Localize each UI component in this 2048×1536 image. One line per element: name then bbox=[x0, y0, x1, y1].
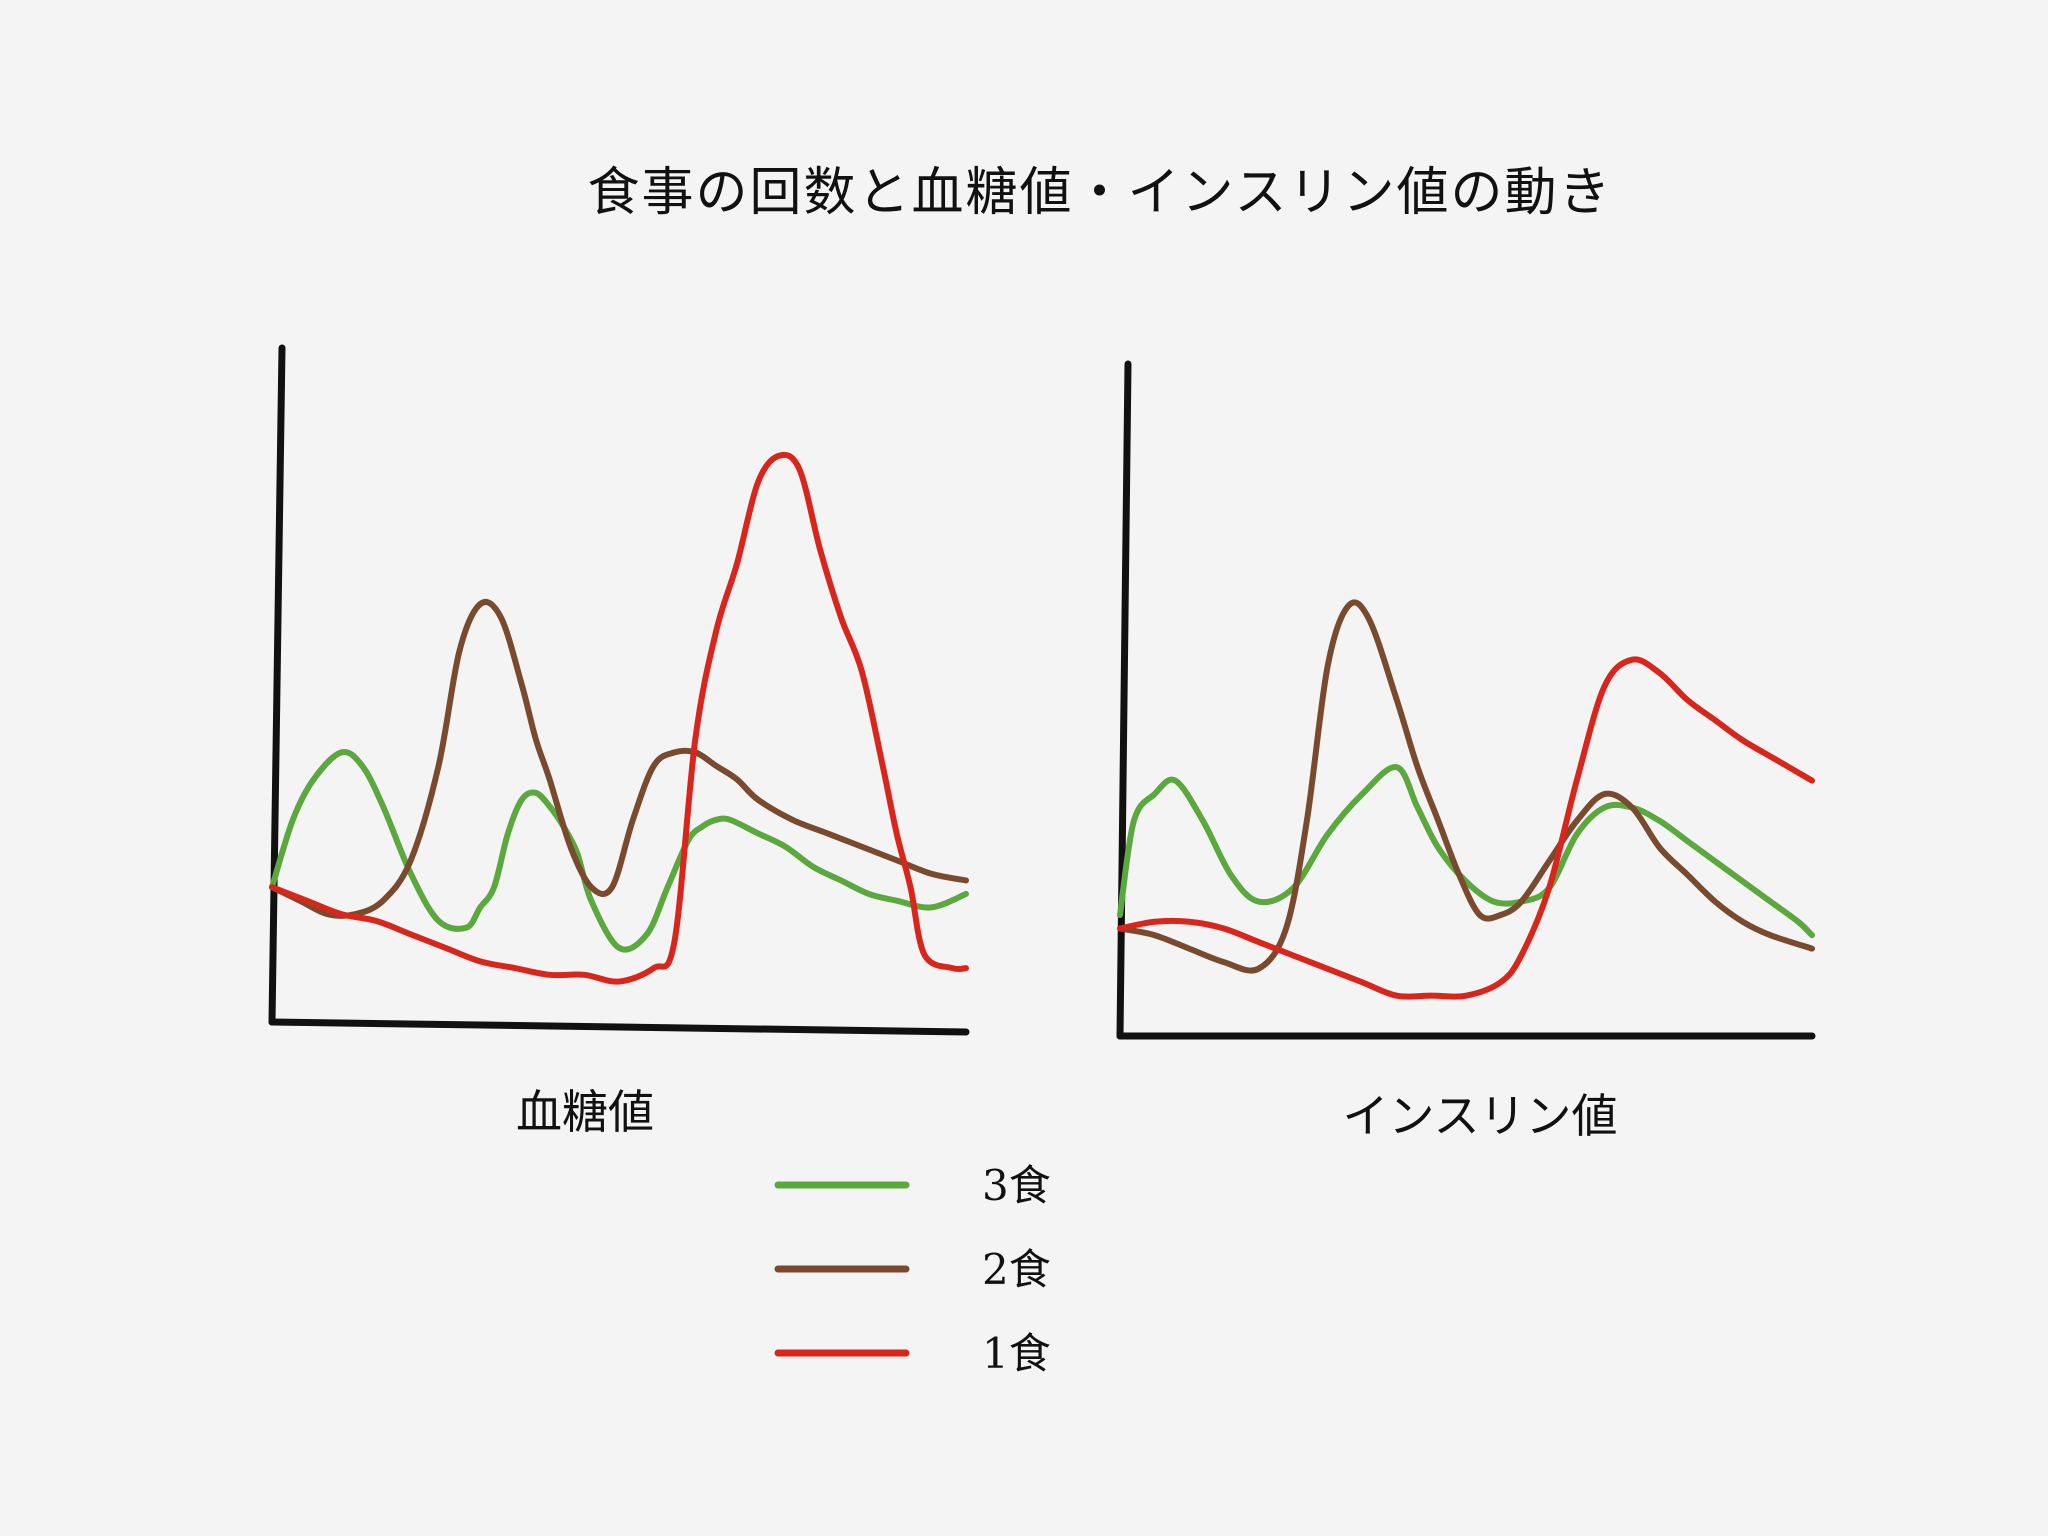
legend-label-3食: 3食 bbox=[982, 1161, 1051, 1210]
x-axis-label: 血糖値 bbox=[516, 1085, 654, 1139]
series-line-1食 bbox=[1120, 659, 1812, 996]
legend-label-1食: 1食 bbox=[982, 1329, 1051, 1378]
blood-glucose-chart: 血糖値 bbox=[272, 348, 966, 1139]
x-axis-label: インスリン値 bbox=[1342, 1089, 1617, 1143]
x-axis bbox=[272, 1022, 966, 1032]
legend: 3食 2食 1食 bbox=[778, 1161, 1051, 1378]
series-line-3食 bbox=[1120, 767, 1812, 935]
series-line-2食 bbox=[1120, 602, 1812, 970]
series-line-2食 bbox=[272, 602, 966, 916]
insulin-chart: インスリン値 bbox=[1120, 364, 1812, 1143]
y-axis bbox=[1120, 364, 1128, 1036]
legend-label-2食: 2食 bbox=[982, 1245, 1051, 1294]
y-axis bbox=[272, 348, 282, 1022]
